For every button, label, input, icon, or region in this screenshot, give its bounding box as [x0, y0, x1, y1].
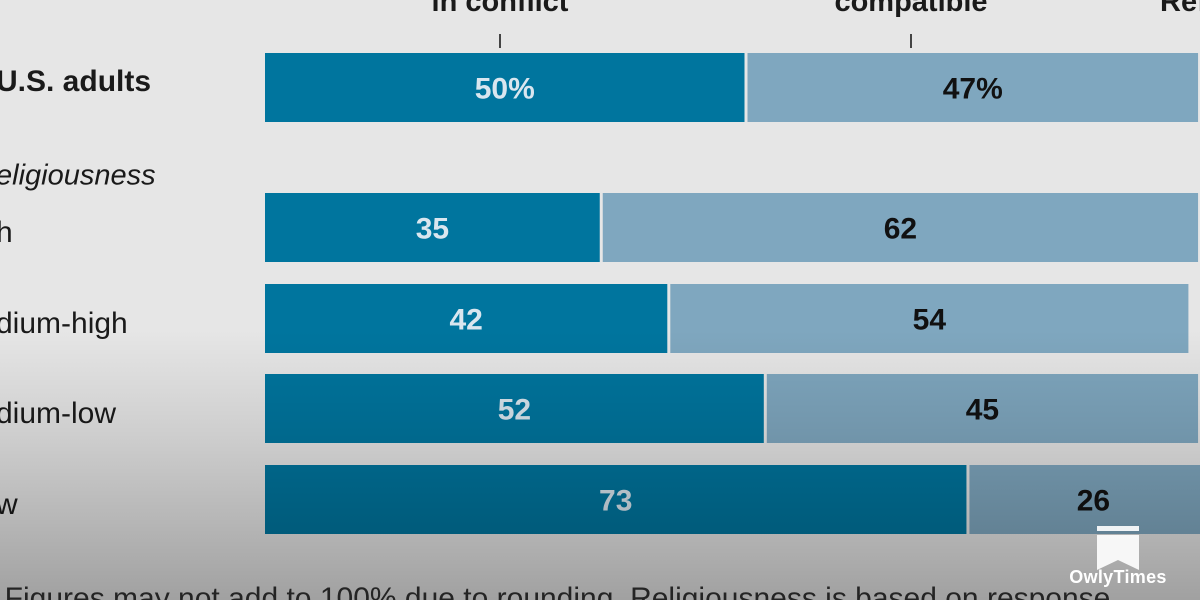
bar-conflict-medium-high — [265, 284, 668, 353]
label-conflict-medium-low: 52 — [498, 394, 531, 427]
bar-compatible-low — [969, 465, 1200, 534]
header-tick-conflict — [499, 34, 501, 48]
bar-conflict-us-adults — [265, 53, 745, 122]
bar-conflict-high — [265, 193, 600, 262]
brand-name: OwlyTimes — [1069, 567, 1167, 587]
column-header-refused: Refus — [1160, 0, 1200, 18]
bar-conflict-medium-low — [265, 374, 764, 443]
bookmark-logo-icon — [1097, 526, 1139, 570]
row-label-us-adults: U.S. adults — [0, 65, 152, 98]
label-compatible-high: 62 — [884, 213, 917, 246]
bar-compatible-us-adults — [747, 53, 1199, 122]
label-conflict-us-adults: 50% — [475, 73, 535, 106]
row-label-high: h — [0, 216, 13, 249]
bar-compatible-medium-low — [766, 374, 1199, 443]
section-label-religiousness: eligiousness — [0, 159, 156, 192]
footnote: : Figures may not add to 100% due to rou… — [0, 582, 1111, 600]
label-conflict-medium-high: 42 — [449, 304, 482, 337]
bar-compatible-medium-high — [670, 284, 1189, 353]
label-compatible-low: 26 — [1077, 485, 1110, 518]
label-compatible-medium-high: 54 — [913, 304, 947, 337]
label-conflict-low: 73 — [599, 485, 632, 518]
label-conflict-high: 35 — [416, 213, 449, 246]
label-compatible-us-adults: 47% — [943, 73, 1003, 106]
column-header-conflict: in conflict — [431, 0, 569, 18]
column-header-compatible: compatible — [834, 0, 988, 18]
row-label-low: w — [0, 488, 18, 521]
label-compatible-medium-low: 45 — [966, 394, 999, 427]
row-label-medium-low: dium-low — [0, 397, 117, 430]
bar-compatible-high — [602, 193, 1199, 262]
header-tick-compatible — [910, 34, 912, 48]
row-label-medium-high: dium-high — [0, 307, 128, 340]
brand-watermark: OwlyTimes — [1058, 526, 1178, 592]
bar-conflict-low — [265, 465, 967, 534]
